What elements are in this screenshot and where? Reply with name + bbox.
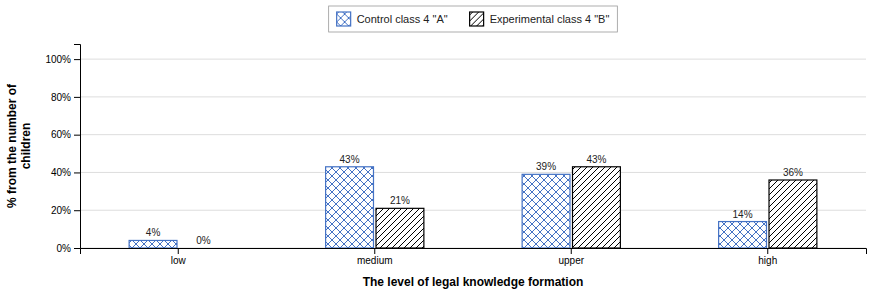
data-label: 21% [390, 195, 410, 206]
bar [326, 167, 374, 248]
y-axis: 0% 20% 40% 60% 80% 100% [45, 45, 80, 254]
x-tick-mark [571, 248, 572, 254]
y-axis-title-line: children [19, 123, 33, 170]
x-tick-label: high [758, 255, 777, 266]
y-tick-mark [74, 172, 80, 173]
bar [180, 247, 228, 248]
y-tick-label: 60% [51, 129, 71, 140]
grid-line [80, 172, 866, 173]
x-tick: medium [357, 248, 393, 266]
chart: 0% 20% 40% 60% 80% 100% low medium upper high 4% 43… [0, 0, 886, 296]
chart-container: 0% 20% 40% 60% 80% 100% low medium upper high 4% 43… [0, 0, 886, 296]
bar [376, 208, 424, 248]
x-tick: high [758, 248, 777, 266]
grid-line [80, 59, 866, 60]
y-tick: 20% [51, 205, 80, 216]
x-axis-line [81, 249, 867, 255]
data-label: 43% [340, 154, 360, 165]
grid-line [80, 96, 866, 97]
x-tick-label: low [171, 255, 187, 266]
legend-label: Control class 4 "A" [357, 13, 448, 25]
y-tick-label: 40% [51, 167, 71, 178]
legend-item: Experimental class 4 "B" [470, 12, 610, 26]
grid [80, 59, 866, 248]
x-tick-mark [767, 248, 768, 254]
legend-item: Control class 4 "A" [337, 12, 448, 26]
y-tick-label: 0% [57, 243, 72, 254]
legend-label: Experimental class 4 "B" [490, 13, 610, 25]
legend: Control class 4 "A" Experimental class 4 … [329, 6, 618, 32]
y-tick: 40% [51, 167, 80, 178]
bar [719, 222, 767, 248]
y-tick-mark [74, 97, 80, 98]
data-label: 43% [586, 154, 606, 165]
data-label: 0% [196, 235, 211, 246]
bar [522, 174, 570, 248]
y-tick: 60% [51, 129, 80, 140]
bar [769, 180, 817, 248]
grid-line [80, 134, 866, 135]
y-axis-title: % from the number ofchildren [5, 83, 33, 208]
x-tick-mark [178, 248, 179, 254]
y-axis-line [74, 45, 81, 249]
plot: 0% 20% 40% 60% 80% 100% low medium upper high 4% 43… [45, 45, 866, 267]
data-label: 36% [783, 167, 803, 178]
x-tick: upper [558, 248, 584, 266]
x-tick: low [171, 248, 187, 266]
bar [129, 240, 177, 248]
y-tick: 0% [57, 243, 80, 254]
data-labels: 4% 43% 39% 14% 0% 21% 43% 36% [146, 154, 803, 246]
data-label: 39% [536, 161, 556, 172]
x-tick-mark [374, 248, 375, 254]
y-tick-mark [74, 248, 80, 249]
y-tick: 80% [51, 92, 80, 103]
legend-swatch [337, 12, 351, 26]
x-axis: low medium upper high [81, 248, 867, 266]
x-tick-label: medium [357, 255, 393, 266]
data-label: 14% [733, 209, 753, 220]
data-label: 4% [146, 227, 161, 238]
y-tick-mark [74, 135, 80, 136]
x-axis-title: The level of legal knowledge formation [363, 275, 584, 289]
bar [573, 167, 621, 248]
y-tick-mark [74, 59, 80, 60]
legend-swatch [470, 12, 484, 26]
bars [129, 167, 817, 248]
legend-frame [329, 6, 618, 32]
y-tick-mark [74, 210, 80, 211]
y-tick-label: 80% [51, 92, 71, 103]
y-tick: 100% [45, 54, 80, 65]
y-axis-title-line: % from the number of [5, 83, 19, 208]
x-tick-label: upper [558, 255, 584, 266]
y-tick-label: 100% [45, 54, 71, 65]
y-tick-label: 20% [51, 205, 71, 216]
